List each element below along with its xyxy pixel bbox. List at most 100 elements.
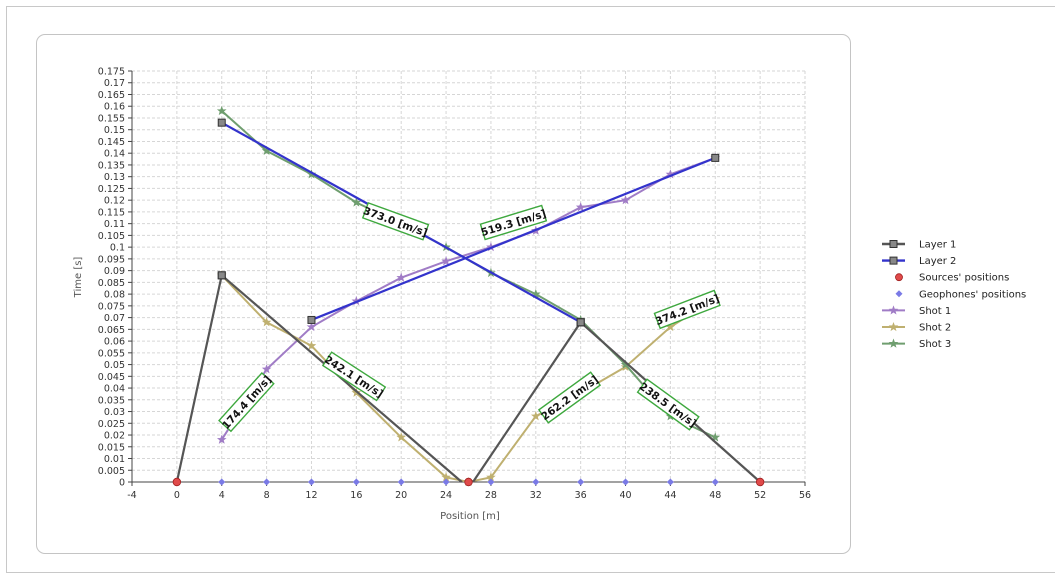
legend-label: Shot 2 — [919, 323, 951, 334]
velocity-label: 262.2 [m/s] — [537, 371, 602, 424]
source-marker — [172, 477, 182, 487]
y-tick-label: 0.1 — [110, 243, 125, 254]
data-point-star — [396, 432, 407, 442]
data-point-star — [351, 197, 362, 207]
x-tick-label: 16 — [350, 490, 362, 501]
geophone-marker — [711, 478, 719, 486]
y-tick-label: 0.035 — [98, 395, 125, 406]
y-tick-label: 0.165 — [98, 90, 125, 101]
legend-item[interactable]: Shot 1 — [882, 305, 951, 317]
geophone-marker — [577, 478, 585, 486]
velocity-label: 519.3 [m/s] — [479, 204, 548, 241]
data-point-star — [888, 305, 899, 315]
y-tick-label: 0.025 — [98, 419, 125, 430]
y-tick-label: 0.15 — [104, 125, 125, 136]
legend-label: Geophones' positions — [919, 289, 1026, 300]
legend-item[interactable]: Sources' positions — [895, 273, 1010, 284]
x-tick-label: 12 — [305, 490, 317, 501]
x-tick-label: 56 — [799, 490, 811, 501]
legend[interactable]: Layer 1 Layer 2 Sources' positions Geophone… — [882, 240, 1026, 351]
series-geophones — [218, 478, 719, 486]
y-tick-label: 0.11 — [104, 219, 125, 230]
y-tick-label: 0.095 — [98, 254, 125, 265]
x-tick-label: 36 — [575, 490, 587, 501]
series-sources — [172, 477, 765, 487]
x-tick-label: 48 — [709, 490, 721, 501]
y-tick-label: 0.12 — [104, 196, 125, 207]
y-tick-label: 0.135 — [98, 160, 125, 171]
y-tick-label: 0.005 — [98, 466, 125, 477]
data-point-star — [306, 321, 317, 332]
x-tick-label: 32 — [530, 490, 542, 501]
legend-item[interactable]: Geophones' positions — [895, 289, 1027, 300]
legend-swatch-marker — [895, 273, 903, 282]
data-point-star — [216, 105, 227, 116]
y-tick-label: 0.04 — [104, 384, 125, 395]
y-tick-label: 0.01 — [104, 454, 125, 465]
velocity-label-box — [537, 371, 602, 424]
y-tick-label: 0.03 — [104, 407, 125, 418]
x-tick-label: 24 — [440, 490, 452, 501]
legend-item[interactable]: Layer 2 — [882, 256, 956, 267]
geophone-marker — [532, 478, 540, 486]
velocity-label-box — [479, 204, 548, 241]
geophone-marker — [352, 478, 360, 486]
y-tick-label: 0.065 — [98, 325, 125, 336]
data-point-star — [216, 434, 227, 444]
axes: 00.0050.010.0150.020.0250.030.0350.040.0… — [98, 67, 811, 502]
y-tick-label: 0.14 — [104, 149, 125, 160]
x-tick-label: 44 — [664, 490, 676, 501]
x-tick-label: 28 — [485, 490, 497, 501]
legend-swatch-marker — [895, 290, 903, 298]
x-axis-label: Position [m] — [440, 511, 500, 522]
geophone-marker — [263, 478, 271, 486]
x-tick-label: 20 — [395, 490, 407, 501]
geophone-marker — [218, 478, 226, 486]
y-tick-label: 0.08 — [104, 290, 125, 301]
data-point-star — [441, 256, 451, 266]
data-point-star — [620, 195, 631, 205]
series — [172, 105, 765, 487]
velocity-label-box — [361, 201, 430, 241]
legend-label: Layer 1 — [919, 240, 956, 251]
y-tick-label: 0.085 — [98, 278, 125, 289]
legend-item[interactable]: Shot 3 — [882, 338, 951, 350]
data-point-star — [620, 359, 631, 369]
y-tick-label: 0 — [119, 478, 125, 489]
y-axis-label: Time [s] — [73, 257, 84, 299]
geophone-marker — [397, 478, 405, 486]
legend-item[interactable]: Layer 1 — [882, 240, 956, 251]
y-tick-label: 0.105 — [98, 231, 125, 242]
source-marker — [464, 477, 473, 487]
y-tick-label: 0.115 — [98, 207, 125, 218]
velocity-label-box — [218, 371, 275, 433]
data-point-star — [530, 411, 541, 421]
legend-item[interactable]: Shot 2 — [882, 321, 951, 334]
y-tick-label: 0.045 — [98, 372, 125, 383]
x-tick-label: 0 — [174, 490, 180, 501]
fit-segment — [472, 321, 582, 483]
y-tick-label: 0.16 — [104, 102, 125, 113]
data-point-star — [710, 432, 721, 442]
y-tick-label: 0.02 — [104, 431, 125, 442]
y-tick-label: 0.055 — [98, 348, 125, 359]
y-tick-label: 0.155 — [98, 113, 125, 124]
geophone-marker — [487, 478, 495, 486]
source-marker — [755, 477, 765, 487]
legend-swatch-marker — [889, 256, 898, 265]
velocity-label: 242.1 [m/s] — [321, 351, 387, 402]
fit-segment — [175, 275, 223, 483]
legend-swatch-marker — [889, 240, 898, 248]
x-tick-label: 8 — [264, 490, 270, 501]
fit-endpoint-marker — [217, 271, 226, 280]
fit-endpoint-marker — [711, 153, 720, 162]
legend-label: Shot 3 — [919, 339, 951, 350]
y-tick-label: 0.17 — [104, 78, 125, 89]
y-tick-label: 0.175 — [98, 67, 125, 78]
y-tick-label: 0.015 — [98, 442, 125, 453]
data-point-star — [261, 364, 272, 374]
velocity-label-box — [321, 351, 387, 402]
y-tick-label: 0.145 — [98, 137, 125, 148]
fit-endpoint-marker — [217, 118, 226, 127]
legend-label: Shot 1 — [919, 306, 951, 317]
